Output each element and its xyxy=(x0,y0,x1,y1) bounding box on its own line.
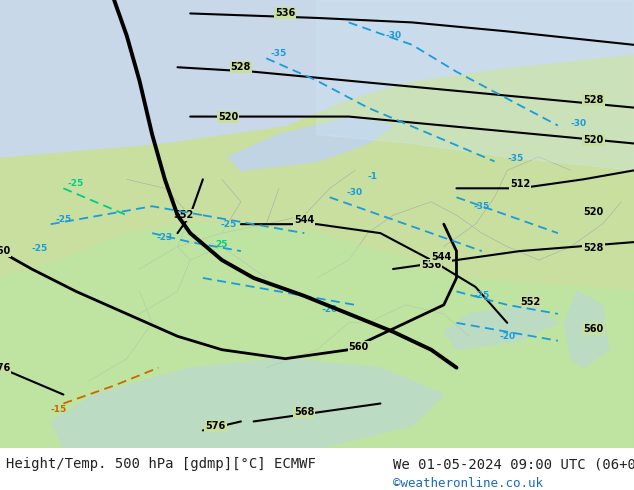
Text: 576: 576 xyxy=(205,421,226,431)
Text: 528: 528 xyxy=(583,243,604,253)
Text: -35: -35 xyxy=(271,49,287,58)
Text: -35: -35 xyxy=(474,202,490,211)
Text: 552: 552 xyxy=(174,210,194,220)
Text: -25: -25 xyxy=(220,220,236,229)
Text: 576: 576 xyxy=(0,363,10,373)
Text: 544: 544 xyxy=(294,215,314,225)
Text: -30: -30 xyxy=(571,119,586,127)
Text: ©weatheronline.co.uk: ©weatheronline.co.uk xyxy=(393,477,543,490)
Polygon shape xyxy=(444,305,558,350)
Text: -25: -25 xyxy=(32,244,48,253)
Text: -20: -20 xyxy=(321,305,338,314)
Text: 560: 560 xyxy=(349,342,369,352)
Text: -25: -25 xyxy=(55,215,72,224)
Text: 536: 536 xyxy=(421,260,441,270)
Text: 528: 528 xyxy=(583,95,604,105)
Text: 512: 512 xyxy=(510,179,530,189)
Polygon shape xyxy=(0,0,634,157)
Text: -30: -30 xyxy=(347,188,363,197)
Text: -23: -23 xyxy=(157,233,173,242)
Polygon shape xyxy=(317,0,634,171)
Polygon shape xyxy=(0,224,634,448)
Text: -35: -35 xyxy=(507,154,524,163)
Text: 544: 544 xyxy=(431,252,451,262)
Text: -25: -25 xyxy=(474,292,490,300)
Text: 560: 560 xyxy=(0,246,10,256)
Polygon shape xyxy=(51,359,444,448)
Text: -20: -20 xyxy=(499,332,515,341)
Polygon shape xyxy=(228,117,393,171)
Text: 25: 25 xyxy=(216,240,228,248)
Text: -15: -15 xyxy=(51,406,67,415)
Text: 560: 560 xyxy=(583,324,604,334)
Text: We 01-05-2024 09:00 UTC (06+03): We 01-05-2024 09:00 UTC (06+03) xyxy=(393,457,634,471)
Text: 520: 520 xyxy=(583,135,604,146)
Text: -25: -25 xyxy=(68,179,84,188)
Text: 528: 528 xyxy=(231,62,251,72)
Text: 552: 552 xyxy=(520,297,540,307)
Text: Height/Temp. 500 hPa [gdmp][°C] ECMWF: Height/Temp. 500 hPa [gdmp][°C] ECMWF xyxy=(6,457,316,471)
Text: 520: 520 xyxy=(583,207,604,217)
Text: -1: -1 xyxy=(368,172,378,181)
Text: 536: 536 xyxy=(275,8,295,19)
Text: 568: 568 xyxy=(294,408,314,417)
Text: -30: -30 xyxy=(385,31,401,40)
Polygon shape xyxy=(564,292,609,368)
Text: 520: 520 xyxy=(218,112,238,122)
